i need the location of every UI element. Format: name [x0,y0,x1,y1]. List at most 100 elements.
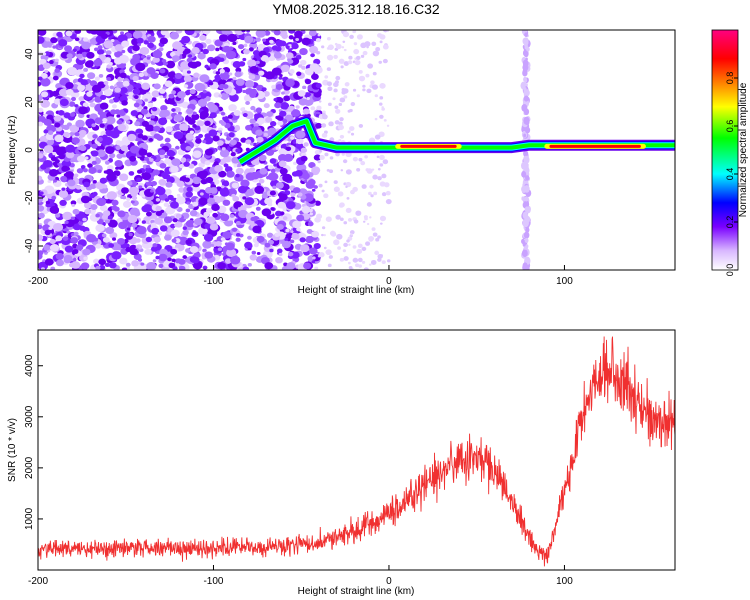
noise-blob [219,188,230,197]
noise-blob [139,46,150,55]
noise-blob [72,249,79,255]
noise-blob [252,50,260,56]
noise-blob [326,81,333,87]
noise-blob [242,196,247,200]
noise-blob [92,134,98,139]
noise-blob [145,236,153,243]
noise-blob [159,154,165,159]
noise-blob [95,213,100,218]
noise-blob [224,258,232,264]
noise-blob [278,160,287,168]
noise-blob [109,85,115,90]
noise-blob [315,83,322,89]
noise-blob [91,84,102,93]
noise-blob [55,235,63,242]
noise-blob [45,132,55,141]
noise-blob [334,120,340,125]
noise-blob [333,82,339,88]
noise-blob [339,97,346,103]
noise-blob [273,51,282,59]
colorbar-label: Normalized spectral amplitude [738,82,749,217]
stripe-blob [523,215,526,219]
noise-blob [245,100,250,105]
noise-blob [71,203,76,207]
noise-blob [225,242,235,251]
noise-blob [313,185,318,189]
noise-blob [345,207,352,214]
stripe-blob [523,65,528,72]
noise-blob [170,201,179,209]
noise-blob [261,87,267,92]
noise-blob [294,169,303,177]
noise-blob [377,167,381,171]
noise-blob [52,161,58,166]
noise-blob [343,61,349,66]
stripe-blob [521,249,528,258]
noise-blob [43,129,49,134]
noise-blob [46,258,51,263]
noise-blob [283,262,288,267]
noise-blob [186,108,194,115]
noise-blob [143,106,148,110]
noise-blob [134,82,142,89]
noise-blob [361,260,366,264]
noise-blob [60,175,68,182]
noise-blob [302,85,307,90]
spectrogram-x-ticks: -200 -100 0 100 [28,265,573,287]
noise-blob [79,145,87,152]
stripe-blob [523,87,527,91]
noise-blob [327,44,334,50]
noise-blob [267,172,279,181]
noise-blob [193,261,203,270]
noise-blob [369,263,372,266]
stripe-blob [524,196,529,202]
noise-blob [342,249,347,253]
noise-blob [38,250,44,256]
noise-blob [229,139,237,146]
noise-blob [233,125,241,132]
noise-blob [103,40,114,49]
noise-blob [212,135,220,142]
noise-blob [382,58,388,64]
noise-blob [290,192,296,197]
noise-blob [306,97,311,101]
noise-blob [202,248,207,253]
noise-blob [347,218,353,222]
noise-blob [136,177,142,182]
noise-blob [313,242,321,250]
colorbar-tick-label: 0.2 [725,216,735,229]
noise-blob [97,143,102,147]
noise-blob [369,184,374,189]
noise-blob [382,159,389,165]
noise-blob [374,94,378,98]
noise-blob [303,193,314,202]
noise-blob [87,163,93,168]
noise-blob [280,102,290,110]
noise-blob [53,98,62,105]
noise-blob [202,265,208,270]
noise-blob [245,124,252,131]
noise-blob [316,105,322,111]
noise-blob [49,205,60,214]
noise-blob [313,90,322,98]
noise-blob [173,114,183,122]
noise-blob [84,208,92,215]
noise-blob [378,60,382,64]
noise-blob [219,68,225,74]
noise-blob [217,262,226,270]
noise-blob [120,145,129,152]
noise-blob [153,133,161,140]
noise-blob [131,195,138,201]
noise-blob [203,136,214,145]
noise-blob [109,153,116,159]
noise-blob [290,109,301,118]
noise-blob [214,39,223,47]
noise-blob [89,80,98,87]
noise-blob [146,152,153,158]
noise-blob [294,30,303,38]
noise-blob [59,199,67,207]
noise-blob [274,210,283,217]
noise-blob [198,162,205,168]
noise-blob [56,126,63,132]
noise-blob [285,52,294,59]
